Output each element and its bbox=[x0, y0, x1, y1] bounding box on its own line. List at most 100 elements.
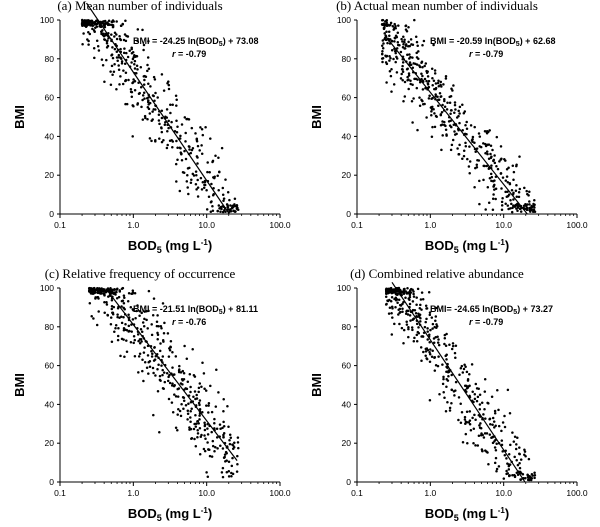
data-point bbox=[167, 80, 170, 83]
data-point bbox=[477, 132, 481, 135]
data-point bbox=[153, 346, 156, 349]
data-point bbox=[189, 181, 193, 184]
data-point bbox=[190, 178, 193, 182]
data-point bbox=[411, 121, 414, 124]
data-point bbox=[515, 207, 518, 210]
data-point bbox=[195, 188, 198, 191]
data-point bbox=[137, 81, 140, 85]
data-point bbox=[388, 59, 391, 62]
data-point bbox=[232, 209, 235, 212]
data-point bbox=[526, 473, 529, 476]
data-point bbox=[445, 370, 448, 373]
data-point bbox=[120, 60, 124, 63]
data-point bbox=[118, 34, 121, 38]
data-point bbox=[219, 427, 222, 430]
data-point bbox=[129, 305, 133, 309]
data-point bbox=[412, 290, 415, 293]
data-point bbox=[446, 101, 449, 104]
data-point bbox=[411, 56, 414, 59]
data-point bbox=[476, 395, 480, 399]
data-point bbox=[420, 60, 424, 64]
data-point bbox=[399, 77, 403, 80]
data-point bbox=[95, 25, 99, 28]
data-point bbox=[462, 154, 466, 158]
data-point bbox=[405, 310, 408, 313]
data-point bbox=[158, 137, 161, 140]
data-point bbox=[176, 429, 179, 432]
data-point bbox=[390, 287, 393, 291]
data-point bbox=[231, 472, 235, 476]
data-point bbox=[404, 43, 408, 46]
x-tick-label: 100.0 bbox=[269, 220, 291, 230]
r-label: r = -0.76 bbox=[172, 317, 206, 327]
data-point bbox=[448, 343, 451, 347]
data-point bbox=[155, 324, 159, 328]
data-point bbox=[201, 133, 205, 137]
data-point bbox=[473, 125, 476, 129]
data-point bbox=[174, 94, 178, 97]
data-point bbox=[154, 91, 157, 95]
data-point bbox=[113, 288, 116, 291]
y-axis-label: BMI bbox=[12, 373, 27, 397]
data-point bbox=[431, 322, 435, 326]
data-point bbox=[402, 328, 406, 332]
data-point bbox=[418, 104, 422, 108]
data-point bbox=[215, 427, 219, 431]
data-point bbox=[174, 162, 178, 166]
data-point bbox=[121, 82, 125, 86]
data-point bbox=[531, 474, 534, 477]
data-point bbox=[121, 22, 124, 26]
data-point bbox=[103, 25, 107, 29]
data-point bbox=[408, 302, 412, 306]
data-point bbox=[209, 210, 213, 213]
data-point bbox=[490, 155, 493, 159]
data-point bbox=[500, 439, 504, 442]
data-point bbox=[87, 31, 90, 34]
data-point bbox=[416, 128, 419, 132]
data-point bbox=[451, 342, 455, 345]
data-point bbox=[512, 204, 515, 207]
data-point bbox=[153, 78, 157, 81]
data-point bbox=[123, 355, 126, 358]
data-point bbox=[91, 288, 94, 292]
data-point bbox=[408, 298, 411, 301]
data-point bbox=[221, 475, 225, 479]
data-point bbox=[87, 23, 91, 26]
data-point bbox=[401, 307, 404, 310]
data-point bbox=[423, 102, 426, 106]
data-point bbox=[109, 323, 113, 326]
x-tick-label: 0.1 bbox=[54, 220, 66, 230]
data-point bbox=[393, 40, 396, 43]
data-point bbox=[203, 421, 206, 425]
data-point bbox=[221, 193, 225, 196]
data-point bbox=[161, 368, 164, 372]
data-point bbox=[161, 355, 165, 358]
data-point bbox=[229, 204, 232, 207]
data-point bbox=[160, 326, 163, 330]
data-point bbox=[407, 335, 410, 339]
data-point bbox=[206, 161, 209, 164]
data-point bbox=[207, 411, 210, 414]
data-point bbox=[428, 94, 431, 97]
data-point bbox=[138, 314, 141, 317]
data-point bbox=[196, 178, 199, 182]
data-point bbox=[104, 291, 107, 294]
data-point bbox=[152, 359, 156, 362]
data-point bbox=[200, 188, 204, 191]
data-point bbox=[492, 158, 496, 162]
data-point bbox=[115, 290, 118, 294]
data-point bbox=[443, 336, 447, 340]
data-point bbox=[467, 421, 471, 424]
data-point bbox=[188, 148, 191, 151]
data-point bbox=[156, 96, 159, 99]
data-point bbox=[151, 314, 155, 317]
data-point bbox=[420, 359, 423, 363]
data-point bbox=[214, 405, 218, 408]
data-point bbox=[391, 316, 394, 319]
data-point bbox=[125, 34, 128, 38]
data-point bbox=[194, 183, 198, 186]
data-point bbox=[431, 83, 434, 87]
data-point bbox=[509, 443, 512, 447]
data-point bbox=[130, 292, 133, 296]
data-point bbox=[129, 90, 133, 94]
